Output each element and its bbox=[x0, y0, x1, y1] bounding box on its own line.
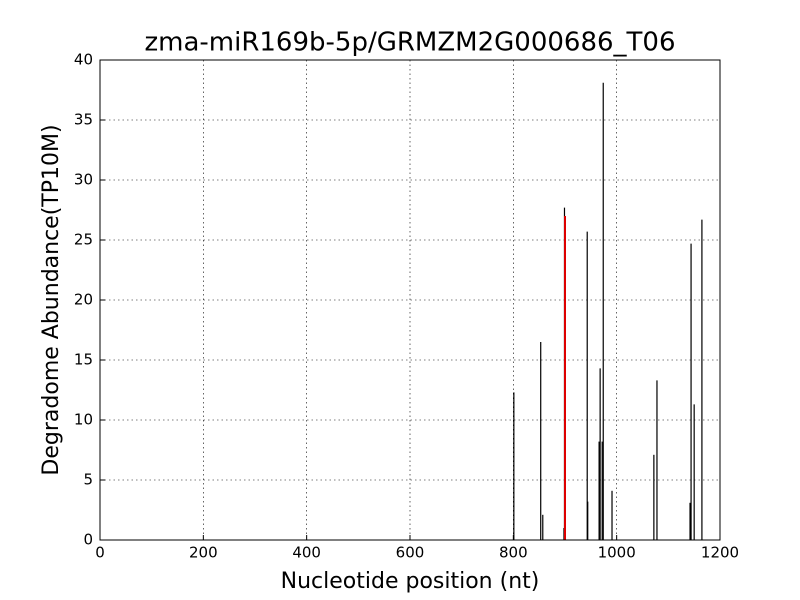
plot-marks bbox=[513, 82, 703, 540]
y-tick-label: 10 bbox=[74, 411, 93, 429]
x-tick-label: 800 bbox=[499, 544, 528, 562]
y-axis-label: Degradome Abundance(TP10M) bbox=[39, 124, 64, 475]
y-tick-label: 15 bbox=[74, 351, 93, 369]
x-axis-label: Nucleotide position (nt) bbox=[281, 569, 540, 594]
y-tick-label: 30 bbox=[74, 171, 93, 189]
x-tick-label: 200 bbox=[189, 544, 218, 562]
x-tick-label: 0 bbox=[95, 544, 105, 562]
y-tick-label: 40 bbox=[74, 51, 93, 69]
grid bbox=[99, 59, 721, 541]
x-tick-label: 400 bbox=[292, 544, 321, 562]
x-tick-label: 1000 bbox=[598, 544, 636, 562]
y-tick-label: 0 bbox=[83, 531, 93, 549]
plot-frame bbox=[99, 59, 721, 541]
y-tick-label: 35 bbox=[74, 111, 93, 129]
x-tick-label: 600 bbox=[396, 544, 425, 562]
chart-title: zma-miR169b-5p/GRMZM2G000686_T06 bbox=[144, 28, 675, 58]
y-tick-label: 5 bbox=[83, 471, 93, 489]
y-tick-label: 25 bbox=[74, 231, 93, 249]
y-tick-label: 20 bbox=[74, 291, 93, 309]
x-tick-label: 1200 bbox=[701, 544, 739, 562]
